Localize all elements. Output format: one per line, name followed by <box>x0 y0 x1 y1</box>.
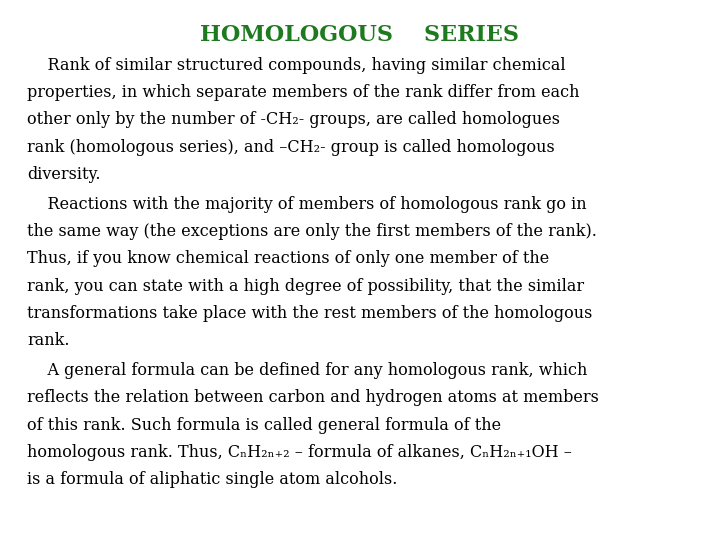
Text: reflects the relation between carbon and hydrogen atoms at members: reflects the relation between carbon and… <box>27 389 599 406</box>
Text: transformations take place with the rest members of the homologous: transformations take place with the rest… <box>27 305 593 322</box>
Text: rank (homologous series), and –CH₂- group is called homologous: rank (homologous series), and –CH₂- grou… <box>27 138 555 156</box>
Text: diversity.: diversity. <box>27 166 101 183</box>
Text: Rank of similar structured compounds, having similar chemical: Rank of similar structured compounds, ha… <box>27 57 566 73</box>
Text: Reactions with the majority of members of homologous rank go in: Reactions with the majority of members o… <box>27 195 587 213</box>
Text: other only by the number of -CH₂- groups, are called homologues: other only by the number of -CH₂- groups… <box>27 111 560 128</box>
Text: is a formula of aliphatic single atom alcohols.: is a formula of aliphatic single atom al… <box>27 471 397 488</box>
Text: rank.: rank. <box>27 332 70 349</box>
Text: Thus, if you know chemical reactions of only one member of the: Thus, if you know chemical reactions of … <box>27 250 549 267</box>
Text: A general formula can be defined for any homologous rank, which: A general formula can be defined for any… <box>27 362 588 379</box>
Text: properties, in which separate members of the rank differ from each: properties, in which separate members of… <box>27 84 580 101</box>
Text: homologous rank. Thus, CₙH₂ₙ₊₂ – formula of alkanes, CₙH₂ₙ₊₁OH –: homologous rank. Thus, CₙH₂ₙ₊₂ – formula… <box>27 444 572 461</box>
Text: the same way (the exceptions are only the first members of the rank).: the same way (the exceptions are only th… <box>27 223 597 240</box>
Text: rank, you can state with a high degree of possibility, that the similar: rank, you can state with a high degree o… <box>27 278 585 294</box>
Text: of this rank. Such formula is called general formula of the: of this rank. Such formula is called gen… <box>27 416 502 434</box>
Text: HOMOLOGOUS    SERIES: HOMOLOGOUS SERIES <box>200 24 520 46</box>
